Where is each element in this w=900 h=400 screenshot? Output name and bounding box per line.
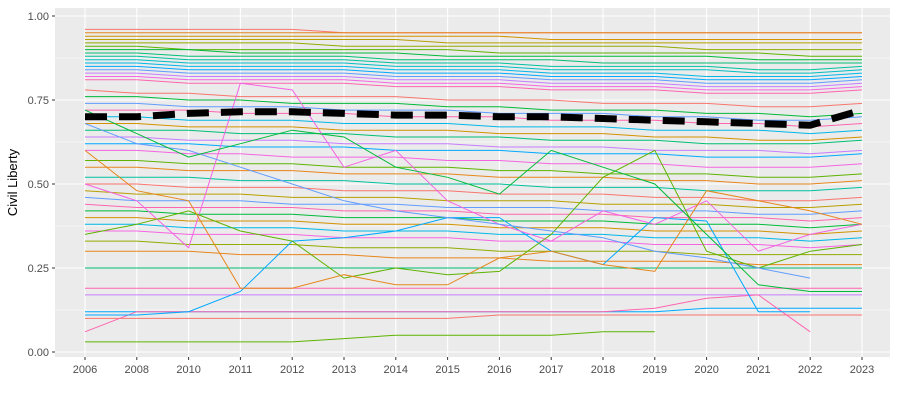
- series-line: [85, 143, 863, 158]
- series-line: [85, 166, 863, 185]
- mean-line-layer: [85, 106, 863, 129]
- x-tick-label: 2020: [694, 364, 718, 376]
- y-tick-label: 0.75: [28, 95, 49, 107]
- series-line: [85, 76, 863, 91]
- series-line: [85, 123, 863, 141]
- series-line: [84, 123, 811, 279]
- series-line: [85, 314, 862, 319]
- series-line: [85, 160, 863, 178]
- series-line: [85, 79, 863, 94]
- x-tick-label: 2010: [176, 364, 200, 376]
- series-line: [85, 223, 863, 242]
- series-line: [84, 109, 862, 292]
- minor-gridlines: [55, 57, 890, 311]
- series-line: [85, 149, 863, 168]
- y-axis-title: Civil Liberty: [5, 148, 20, 216]
- series-line: [85, 176, 863, 192]
- series-line: [85, 65, 863, 81]
- series-line: [85, 210, 863, 229]
- y-axis: 0.00 0.25 0.50 0.75 1.00: [28, 11, 55, 359]
- x-tick-label: 2011: [229, 364, 253, 376]
- plot-panel: [55, 8, 890, 357]
- y-tick-label: 0.00: [28, 347, 49, 359]
- x-tick-label: 2021: [746, 364, 770, 376]
- series-line: [85, 96, 863, 118]
- series-line: [85, 35, 862, 40]
- x-tick-label: 2016: [487, 364, 511, 376]
- series-line: [84, 82, 863, 252]
- x-tick-label: 2017: [539, 364, 563, 376]
- x-tick-label: 2014: [384, 364, 408, 376]
- series-line: [85, 129, 863, 145]
- x-tick-label: 2006: [73, 364, 97, 376]
- mean-line: [85, 106, 863, 129]
- series-line: [85, 331, 655, 343]
- series-line: [85, 136, 863, 155]
- series-line: [84, 196, 863, 215]
- series-line: [85, 102, 863, 121]
- x-tick-label: 2012: [280, 364, 304, 376]
- series-line: [85, 230, 863, 249]
- series-line: [84, 190, 863, 208]
- series-line: [85, 49, 862, 61]
- y-tick-label: 1.00: [28, 11, 49, 23]
- series-line: [85, 52, 862, 64]
- x-axis: 2006 2008 2010 2011 2012 2013 2014 2015 2016 2017…: [73, 357, 874, 376]
- x-tick-label: 2008: [125, 364, 149, 376]
- series-line: [84, 89, 863, 108]
- series-line: [85, 69, 863, 84]
- series-line: [85, 55, 863, 71]
- series-line: [85, 59, 863, 74]
- x-tick-label: 2022: [798, 364, 822, 376]
- series-line: [85, 183, 863, 202]
- y-tick-label: 0.50: [28, 179, 49, 191]
- series-line: [84, 150, 863, 289]
- series-line: [84, 294, 811, 333]
- series-line: [85, 116, 863, 135]
- x-tick-label: 2015: [435, 364, 459, 376]
- x-tick-label: 2019: [643, 364, 667, 376]
- series-line: [85, 62, 863, 77]
- series-line: [85, 39, 862, 44]
- x-tick-label: 2018: [591, 364, 615, 376]
- x-tick-label: 2023: [850, 364, 874, 376]
- y-tick-label: 0.25: [28, 263, 49, 275]
- series-line: [85, 45, 862, 57]
- series-line: [85, 42, 862, 51]
- series-line: [85, 72, 863, 88]
- x-tick-label: 2013: [332, 364, 356, 376]
